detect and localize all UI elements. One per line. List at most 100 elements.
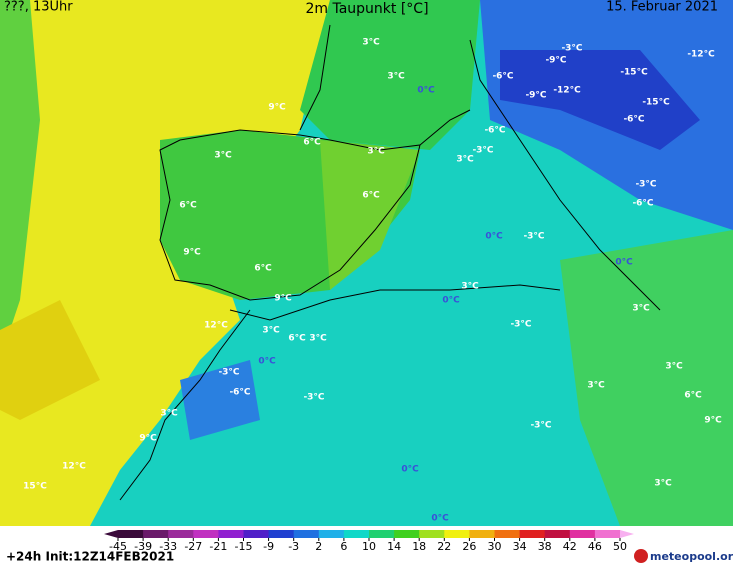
temp-label: 0°C xyxy=(431,514,449,524)
temp-label: 0°C xyxy=(615,258,633,268)
temp-label: -15°C xyxy=(642,98,670,108)
temp-label: 6°C xyxy=(684,391,702,401)
temp-label: 0°C xyxy=(485,232,503,242)
legend-tick-label: -15 xyxy=(235,540,253,553)
temp-label: -3°C xyxy=(530,421,551,431)
legend-swatch xyxy=(118,530,144,538)
legend-swatch xyxy=(494,530,521,538)
legend-tick-label: -3 xyxy=(288,540,299,553)
legend-swatch xyxy=(268,530,295,538)
temp-label: -9°C xyxy=(525,91,546,101)
temp-label: 3°C xyxy=(367,147,385,157)
temp-label: -12°C xyxy=(687,50,715,60)
sw-band xyxy=(0,300,100,420)
legend-tick-label: -27 xyxy=(184,540,202,553)
temp-label: -6°C xyxy=(229,388,250,398)
brand: meteopool.org xyxy=(650,550,733,563)
temp-label: -3°C xyxy=(303,393,324,403)
east-spain xyxy=(320,140,420,290)
east-green xyxy=(560,230,733,526)
legend-tick-label: 30 xyxy=(488,540,502,553)
temp-label: 3°C xyxy=(362,38,380,48)
legend-tick-label: 6 xyxy=(340,540,347,553)
temp-label: -6°C xyxy=(492,72,513,82)
legend-arrow-low xyxy=(104,530,118,538)
legend-tick-label: 46 xyxy=(588,540,602,553)
legend-tick-label: -45 xyxy=(109,540,127,553)
temp-label: 9°C xyxy=(268,103,286,113)
temp-label: -3°C xyxy=(523,232,544,242)
legend-swatch xyxy=(419,530,445,538)
france xyxy=(300,0,480,150)
temp-label: 6°C xyxy=(303,138,321,148)
legend-swatch xyxy=(469,530,495,538)
legend-swatch xyxy=(594,530,621,538)
temp-label: -3°C xyxy=(218,368,239,378)
temp-label: 9°C xyxy=(274,294,292,304)
temp-label: 6°C xyxy=(179,201,197,211)
legend-tick-label: -39 xyxy=(134,540,152,553)
legend-tick-label: 34 xyxy=(513,540,527,553)
coastlines xyxy=(119,24,661,501)
temp-label: 3°C xyxy=(456,155,474,165)
temp-label: -3°C xyxy=(472,146,493,156)
date: 15. Februar 2021 xyxy=(606,0,718,15)
temp-label: 3°C xyxy=(632,304,650,314)
legend-swatch xyxy=(519,530,546,538)
temp-label: 0°C xyxy=(442,296,460,306)
legend-tick-label: 10 xyxy=(362,540,376,553)
temp-label: 12°C xyxy=(62,462,86,472)
legend-tick-label: 50 xyxy=(613,540,627,553)
temp-label: 6°C xyxy=(288,334,306,344)
legend-swatch xyxy=(544,530,571,538)
temp-label: 3°C xyxy=(262,326,280,336)
very-cold xyxy=(500,50,700,150)
legend-arrow-high xyxy=(620,530,634,538)
legend-tick-label: -21 xyxy=(209,540,227,553)
temp-label: -9°C xyxy=(545,56,566,66)
legend-tick-label: 22 xyxy=(437,540,451,553)
legend-swatch xyxy=(218,530,244,538)
west-band xyxy=(0,0,40,360)
temp-label: 15°C xyxy=(23,482,47,492)
temp-label: 0°C xyxy=(258,357,276,367)
temp-label: 3°C xyxy=(387,72,405,82)
temp-label: 3°C xyxy=(654,479,672,489)
legend-tick-label: 18 xyxy=(412,540,426,553)
legend-tick-label: -33 xyxy=(159,540,177,553)
legend-tick-label: 38 xyxy=(538,540,552,553)
legend-swatch xyxy=(193,530,219,538)
temp-label: -3°C xyxy=(561,44,582,54)
legend-swatch xyxy=(394,530,420,538)
legend-swatch xyxy=(369,530,395,538)
temp-label: 6°C xyxy=(254,264,272,274)
legend-swatch xyxy=(168,530,194,538)
temp-label: -3°C xyxy=(635,180,656,190)
map-title: 2m Taupunkt [°C] xyxy=(305,1,428,17)
temp-label: 0°C xyxy=(417,86,435,96)
legend-swatch xyxy=(143,530,169,538)
legend-swatch xyxy=(243,530,270,538)
init-label: +24h Init:12Z14FEB2021 xyxy=(6,550,174,564)
legend-swatch xyxy=(343,530,370,538)
legend-swatch xyxy=(318,530,345,538)
temp-label: 12°C xyxy=(204,321,228,331)
temp-label: 9°C xyxy=(183,248,201,258)
temp-label: 3°C xyxy=(461,282,479,292)
temp-label: -15°C xyxy=(620,68,648,78)
temp-label: 6°C xyxy=(362,191,380,201)
legend-swatch xyxy=(444,530,470,538)
temp-label: 3°C xyxy=(587,381,605,391)
run-label: ???, 13Uhr xyxy=(4,0,73,15)
legend-tick-label: 14 xyxy=(387,540,401,553)
legend-tick-label: 26 xyxy=(462,540,476,553)
temp-label: 3°C xyxy=(665,362,683,372)
temp-label: 9°C xyxy=(704,416,722,426)
temp-label: -12°C xyxy=(553,86,581,96)
temp-label: 3°C xyxy=(214,151,232,161)
legend-tick-label: -9 xyxy=(263,540,274,553)
temp-label: 9°C xyxy=(139,434,157,444)
temp-label: -3°C xyxy=(510,320,531,330)
temp-label: -6°C xyxy=(623,115,644,125)
